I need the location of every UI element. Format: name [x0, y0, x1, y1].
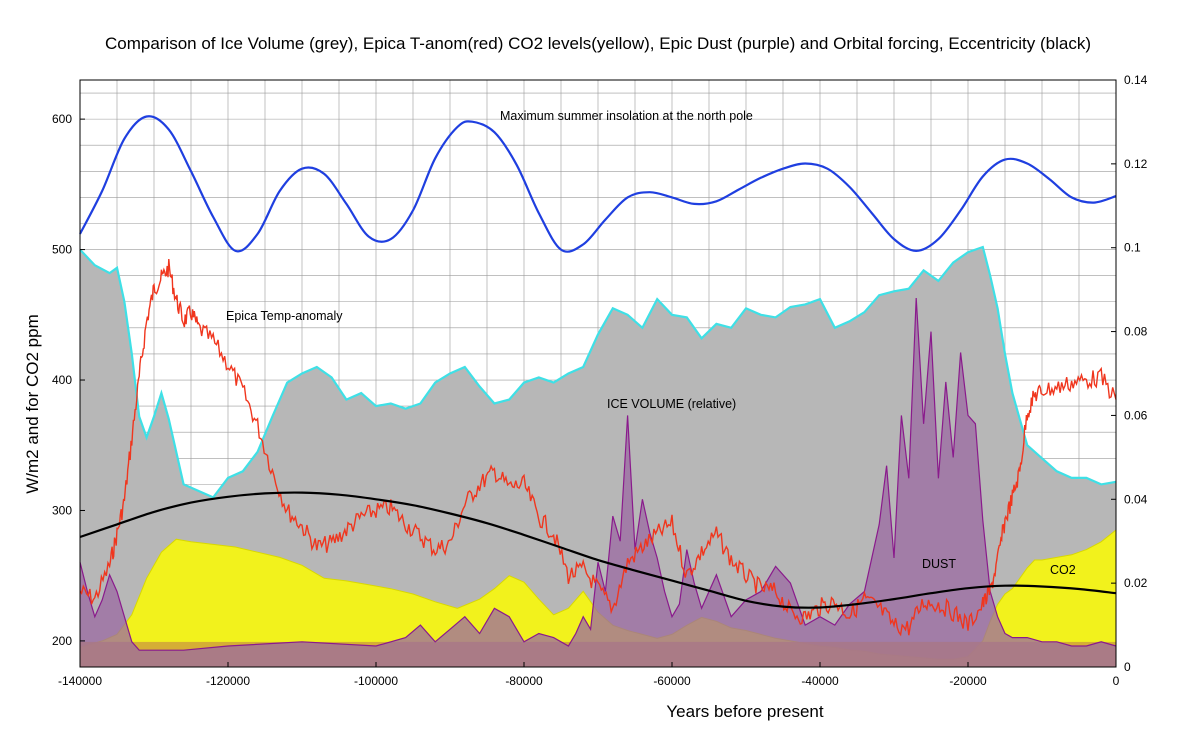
eccentricity-line — [79, 491, 1117, 609]
dust-area — [80, 298, 1116, 667]
y-tick-label: 200 — [52, 634, 72, 648]
co2-area — [80, 530, 1116, 667]
ice-volume-area — [80, 247, 1116, 667]
plot-frame — [79, 79, 1117, 668]
insolation-line — [79, 115, 1117, 253]
y2-tick-label: 0.02 — [1124, 576, 1148, 590]
y-tick-label: 600 — [52, 112, 72, 126]
x-tick-label: -140000 — [58, 674, 102, 688]
annotation-ice: ICE VOLUME (relative) — [607, 397, 736, 411]
y-tick-label: 300 — [52, 503, 72, 517]
annotation-dust: DUST — [922, 557, 956, 571]
line-layer — [79, 115, 1117, 637]
y-tick-label: 400 — [52, 373, 72, 387]
y-axis-label: W/m2 and for CO2 ppm — [23, 314, 42, 494]
x-tick-label: -120000 — [206, 674, 250, 688]
y2-tick-label: 0.1 — [1124, 241, 1141, 255]
y2-tick-label: 0.06 — [1124, 408, 1148, 422]
x-tick-label: -60000 — [653, 674, 691, 688]
x-tick-label: -40000 — [801, 674, 839, 688]
y-tick-label: 500 — [52, 243, 72, 257]
y2-tick-label: 0 — [1124, 660, 1131, 674]
x-tick-label: 0 — [1113, 674, 1120, 688]
annotation-co2: CO2 — [1050, 563, 1076, 577]
y2-tick-label: 0.14 — [1124, 73, 1148, 87]
ticks — [79, 79, 1117, 668]
x-tick-label: -80000 — [505, 674, 543, 688]
chart-title: Comparison of Ice Volume (grey), Epica T… — [104, 34, 1092, 53]
x-tick-label: -20000 — [949, 674, 987, 688]
dust-line — [79, 297, 1117, 651]
temp-anomaly-line — [79, 258, 1117, 637]
annotation-insolation: Maximum summer insolation at the north p… — [500, 109, 753, 123]
y2-tick-label: 0.08 — [1124, 325, 1148, 339]
annotation-temp: Epica Temp-anomaly — [226, 309, 343, 323]
area-layer — [79, 245, 1117, 667]
y2-tick-label: 0.12 — [1124, 157, 1148, 171]
ice-volume-edge — [79, 245, 1117, 499]
y2-tick-label: 0.04 — [1124, 492, 1148, 506]
x-tick-label: -100000 — [354, 674, 398, 688]
labels: -140000 -120000 -100000 -80000 -60000 -40000 -… — [52, 73, 1148, 688]
x-axis-label: Years before present — [666, 702, 823, 721]
